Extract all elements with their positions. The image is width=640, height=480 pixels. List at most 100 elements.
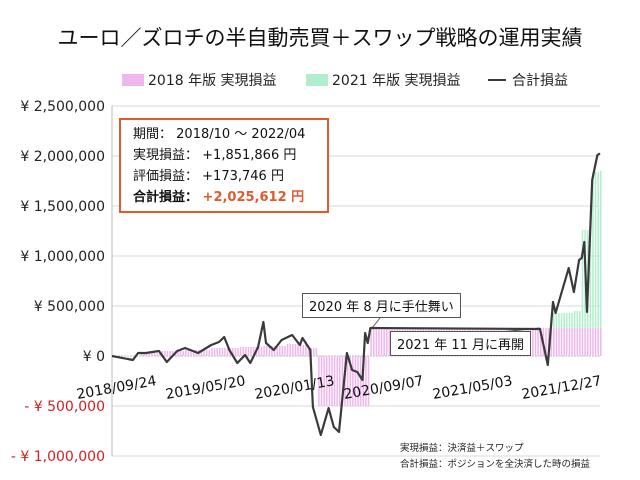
bar-realized-2018 [341, 356, 344, 406]
bar-realized-2021 [571, 313, 573, 328]
bar-realized-2018 [250, 347, 252, 356]
bar-realized-2018 [339, 356, 341, 406]
bar-realized-2018 [166, 351, 169, 356]
bar-realized-2018 [234, 348, 237, 356]
bar-realized-2018 [245, 347, 247, 356]
bar-realized-2021 [579, 311, 581, 328]
bar-realized-2018 [232, 348, 234, 356]
bar-realized-2018 [545, 328, 547, 356]
bar-realized-2018 [576, 328, 579, 356]
annotation-close-2020: 2020 年 8 月に手仕舞い [302, 293, 461, 318]
x-tick-label: 2021/05/03 [431, 373, 513, 403]
bar-realized-2018 [336, 356, 338, 406]
unrealized-label: 評価損益： [133, 169, 199, 184]
bar-realized-2018 [200, 350, 203, 356]
bar-realized-2018 [539, 328, 542, 356]
bar-realized-2018 [386, 328, 388, 356]
bar-realized-2018 [537, 328, 539, 356]
bar-realized-2018 [560, 328, 563, 356]
annotation-restart-2021: 2021 年 11 月に再開 [390, 331, 532, 356]
bar-realized-2018 [292, 344, 294, 356]
bar-realized-2018 [349, 356, 351, 406]
bar-realized-2018 [218, 348, 221, 356]
bar-realized-2018 [323, 356, 325, 406]
bar-realized-2021 [560, 313, 563, 328]
bar-realized-2018 [383, 328, 385, 356]
bar-realized-2018 [586, 328, 589, 356]
bar-realized-2018 [252, 347, 255, 356]
bar-realized-2018 [328, 356, 331, 406]
bar-realized-2021 [568, 313, 571, 328]
bar-realized-2018 [153, 353, 156, 356]
bar-realized-2018 [302, 345, 305, 356]
bar-realized-2018 [558, 328, 560, 356]
bar-realized-2018 [211, 348, 213, 356]
bar-realized-2018 [281, 346, 284, 356]
bar-realized-2018 [286, 344, 289, 356]
annotation-leader-close [371, 317, 381, 329]
bar-realized-2018 [239, 347, 242, 356]
bar-realized-2018 [143, 353, 145, 356]
bar-realized-2018 [265, 346, 268, 356]
bar-realized-2018 [568, 328, 571, 356]
bar-realized-2018 [584, 328, 586, 356]
bar-realized-2018 [156, 353, 158, 356]
bar-realized-2018 [208, 350, 211, 356]
bar-realized-2018 [294, 344, 297, 356]
bar-realized-2018 [260, 347, 263, 356]
summary-box: 期間： 2018/10 ～ 2022/04 実現損益： +1,851,866 円… [119, 118, 329, 213]
bar-realized-2018 [148, 353, 151, 356]
bar-realized-2021 [581, 230, 584, 328]
bar-realized-2018 [205, 350, 208, 356]
bar-realized-2018 [318, 356, 320, 406]
bar-realized-2018 [161, 351, 164, 356]
bar-realized-2018 [179, 351, 182, 356]
legend-swatch-2021 [306, 74, 328, 86]
bar-realized-2018 [268, 346, 271, 356]
bar-realized-2018 [589, 328, 592, 356]
x-tick-label: 2020/01/13 [253, 373, 335, 403]
bar-realized-2018 [367, 356, 370, 406]
bar-realized-2018 [279, 346, 281, 356]
bar-realized-2018 [534, 328, 537, 356]
x-tick-label: 2018/09/24 [75, 373, 157, 403]
bar-realized-2018 [346, 356, 349, 406]
bar-realized-2018 [289, 344, 291, 356]
bar-realized-2018 [388, 328, 391, 356]
bar-realized-2018 [140, 353, 143, 356]
bar-realized-2018 [307, 345, 310, 356]
bar-realized-2021 [563, 313, 565, 328]
bar-realized-2018 [312, 348, 315, 356]
bar-realized-2018 [325, 356, 328, 406]
bar-realized-2021 [573, 311, 576, 328]
bar-realized-2021 [555, 313, 558, 328]
realized-label: 実現損益： [133, 148, 199, 163]
bar-realized-2018 [203, 350, 205, 356]
bar-realized-2018 [315, 348, 318, 356]
bar-realized-2018 [571, 328, 573, 356]
bar-realized-2018 [563, 328, 565, 356]
bar-realized-2018 [532, 328, 534, 356]
bar-realized-2018 [273, 346, 276, 356]
total-value: +2,025,612 円 [202, 190, 305, 205]
bar-realized-2018 [333, 356, 336, 406]
bar-realized-2018 [581, 328, 584, 356]
legend-label-2018: 2018 年版 実現損益 [148, 73, 277, 89]
bar-realized-2018 [276, 346, 278, 356]
bar-realized-2018 [187, 350, 190, 356]
bar-realized-2018 [550, 328, 552, 356]
bar-realized-2018 [172, 351, 174, 356]
legend-item-2018: 2018 年版 実現損益 [122, 70, 277, 90]
bar-realized-2018 [182, 351, 184, 356]
bar-realized-2018 [573, 328, 576, 356]
y-tick-label: - ¥ 1,000,000 [11, 449, 105, 465]
bar-realized-2018 [177, 351, 179, 356]
bar-realized-2021 [566, 313, 568, 328]
bar-realized-2018 [297, 344, 299, 356]
legend-label-total: 合計損益 [512, 73, 568, 89]
bar-realized-2021 [594, 172, 597, 328]
bar-realized-2018 [352, 356, 354, 406]
bar-realized-2018 [331, 356, 333, 406]
